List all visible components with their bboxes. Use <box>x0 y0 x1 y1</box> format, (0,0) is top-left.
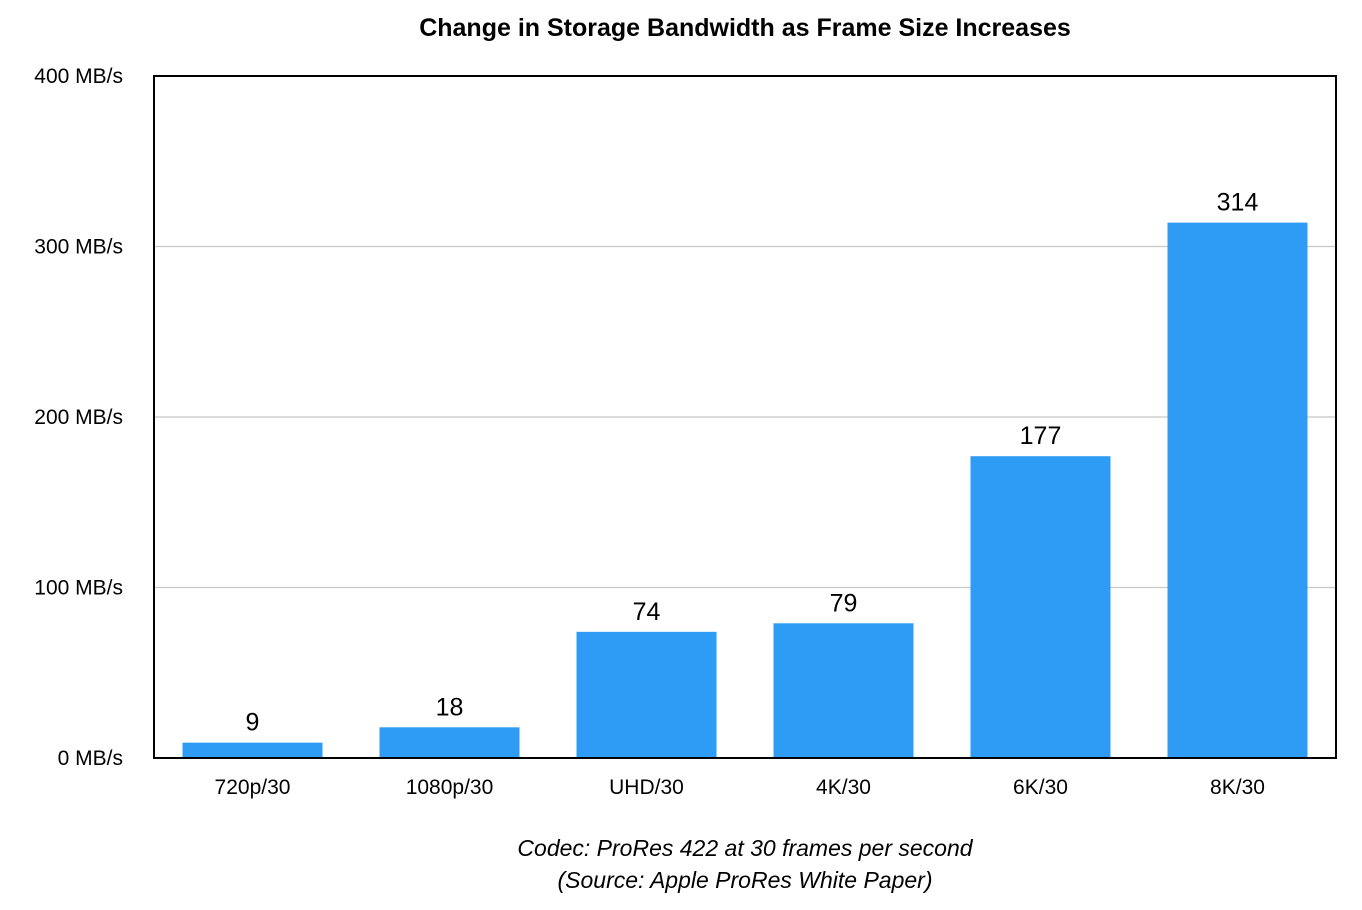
bars <box>182 222 1308 758</box>
data-label: 9 <box>246 709 260 737</box>
y-tick-label: 200 MB/s <box>34 406 123 429</box>
bar-720p-30 <box>182 742 323 758</box>
y-axis-tick-labels: 0 MB/s 100 MB/s 200 MB/s 300 MB/s 400 MB/s <box>34 65 123 770</box>
data-labels: 9 18 74 79 177 314 <box>246 189 1259 737</box>
x-tick-label: 8K/30 <box>1210 776 1265 799</box>
x-tick-label: 4K/30 <box>816 776 871 799</box>
chart-title: Change in Storage Bandwidth as Frame Siz… <box>419 14 1071 42</box>
y-tick-label: 0 MB/s <box>58 747 123 770</box>
gridlines <box>154 245 1336 589</box>
x-tick-label: UHD/30 <box>609 776 684 799</box>
y-tick-label: 300 MB/s <box>34 236 123 259</box>
x-axis-tick-labels: 720p/30 1080p/30 UHD/30 4K/30 6K/30 8K/30 <box>215 776 1265 799</box>
caption-source: (Source: Apple ProRes White Paper) <box>558 867 933 893</box>
y-tick-label: 100 MB/s <box>34 577 123 600</box>
caption-codec: Codec: ProRes 422 at 30 frames per secon… <box>517 835 973 861</box>
data-label: 314 <box>1217 189 1259 217</box>
data-label: 177 <box>1020 422 1062 450</box>
plot-area-frame <box>153 75 1337 759</box>
data-label: 18 <box>436 693 464 721</box>
bar-1080p-30 <box>379 727 520 758</box>
x-tick-label: 720p/30 <box>215 776 291 799</box>
x-tick-label: 6K/30 <box>1013 776 1068 799</box>
data-label: 79 <box>830 589 858 617</box>
bar-uhd-30 <box>576 631 717 758</box>
bar-4k-30 <box>773 623 914 758</box>
x-tick-label: 1080p/30 <box>406 776 494 799</box>
data-label: 74 <box>633 598 661 626</box>
bar-8k-30 <box>1167 222 1308 758</box>
bar-6k-30 <box>970 456 1111 758</box>
y-tick-label: 400 MB/s <box>34 65 123 88</box>
